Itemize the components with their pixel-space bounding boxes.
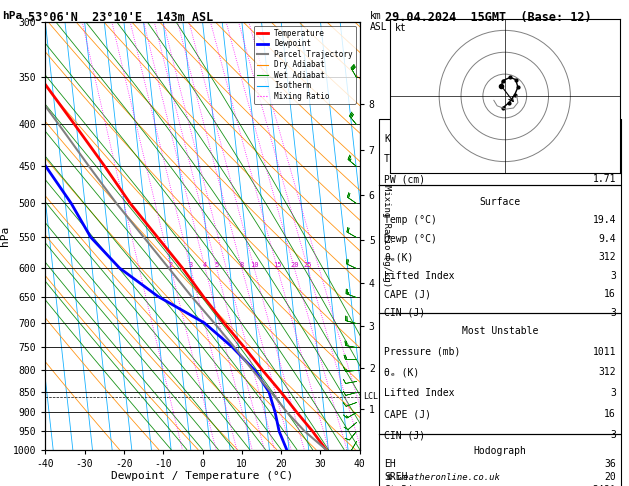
Y-axis label: hPa: hPa xyxy=(0,226,10,246)
Text: 5: 5 xyxy=(214,262,219,268)
Text: LCL: LCL xyxy=(363,392,378,401)
Text: CAPE (J): CAPE (J) xyxy=(384,409,431,419)
Text: 19.4: 19.4 xyxy=(593,215,616,226)
Text: 3: 3 xyxy=(610,430,616,440)
Text: 8: 8 xyxy=(240,262,244,268)
Y-axis label: Mixing Ratio (g/kg): Mixing Ratio (g/kg) xyxy=(382,185,391,287)
Text: 25: 25 xyxy=(304,262,312,268)
Text: 10: 10 xyxy=(604,134,616,144)
Text: CIN (J): CIN (J) xyxy=(384,308,425,318)
Text: Pressure (mb): Pressure (mb) xyxy=(384,347,460,357)
Text: StmDir: StmDir xyxy=(384,485,420,486)
Text: 2: 2 xyxy=(169,262,173,268)
Text: 53°06'N  23°10'E  143m ASL: 53°06'N 23°10'E 143m ASL xyxy=(28,11,214,24)
Text: PW (cm): PW (cm) xyxy=(384,174,425,185)
Text: K: K xyxy=(384,134,390,144)
Text: Lifted Index: Lifted Index xyxy=(384,388,455,399)
Text: CIN (J): CIN (J) xyxy=(384,430,425,440)
Text: Surface: Surface xyxy=(479,197,521,207)
Text: ASL: ASL xyxy=(370,22,387,32)
Text: 1.71: 1.71 xyxy=(593,174,616,185)
Text: 42: 42 xyxy=(604,154,616,164)
Text: 9.4: 9.4 xyxy=(598,234,616,244)
Text: θₑ (K): θₑ (K) xyxy=(384,367,420,378)
Text: 20: 20 xyxy=(604,472,616,482)
Text: 16: 16 xyxy=(604,409,616,419)
Text: 4: 4 xyxy=(203,262,207,268)
Text: 312: 312 xyxy=(598,252,616,262)
Text: 3: 3 xyxy=(610,271,616,281)
Text: SREH: SREH xyxy=(384,472,408,482)
Text: 312: 312 xyxy=(598,367,616,378)
Text: kt: kt xyxy=(394,22,406,33)
Text: CAPE (J): CAPE (J) xyxy=(384,289,431,299)
Text: Dewp (°C): Dewp (°C) xyxy=(384,234,437,244)
Text: hPa: hPa xyxy=(3,11,23,21)
Text: 15: 15 xyxy=(273,262,282,268)
Text: Totals Totals: Totals Totals xyxy=(384,154,460,164)
Legend: Temperature, Dewpoint, Parcel Trajectory, Dry Adiabat, Wet Adiabat, Isotherm, Mi: Temperature, Dewpoint, Parcel Trajectory… xyxy=(253,26,356,104)
Text: 29.04.2024  15GMT  (Base: 12): 29.04.2024 15GMT (Base: 12) xyxy=(385,11,591,24)
Text: Most Unstable: Most Unstable xyxy=(462,326,538,336)
Text: 1011: 1011 xyxy=(593,347,616,357)
Text: 3: 3 xyxy=(189,262,192,268)
Text: θₑ(K): θₑ(K) xyxy=(384,252,413,262)
Text: km: km xyxy=(370,11,382,21)
Text: EH: EH xyxy=(384,459,396,469)
Text: Lifted Index: Lifted Index xyxy=(384,271,455,281)
Text: 16: 16 xyxy=(604,289,616,299)
Text: 248°: 248° xyxy=(593,485,616,486)
Text: 3: 3 xyxy=(610,308,616,318)
Text: 10: 10 xyxy=(250,262,259,268)
X-axis label: Dewpoint / Temperature (°C): Dewpoint / Temperature (°C) xyxy=(111,471,294,481)
Text: 3: 3 xyxy=(610,388,616,399)
Text: © weatheronline.co.uk: © weatheronline.co.uk xyxy=(387,473,499,482)
Text: 20: 20 xyxy=(290,262,299,268)
Text: Hodograph: Hodograph xyxy=(474,446,526,456)
Text: Temp (°C): Temp (°C) xyxy=(384,215,437,226)
Text: 36: 36 xyxy=(604,459,616,469)
